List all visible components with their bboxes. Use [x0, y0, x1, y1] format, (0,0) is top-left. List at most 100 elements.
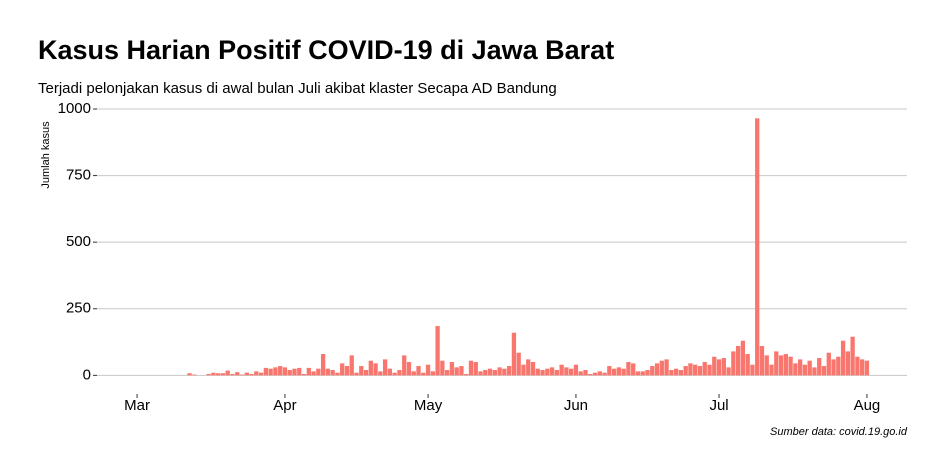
bar [335, 372, 340, 376]
bar [650, 366, 655, 376]
bar [721, 358, 726, 376]
bar [521, 364, 526, 376]
bar [864, 360, 870, 376]
bar [363, 370, 369, 376]
bar [263, 367, 269, 376]
bar [564, 367, 569, 376]
bar [578, 371, 583, 376]
bar [678, 370, 684, 376]
bar [235, 372, 240, 376]
bar [459, 366, 464, 376]
bar [301, 374, 307, 376]
bar [325, 368, 331, 376]
bar [592, 372, 598, 376]
bar [435, 326, 440, 376]
chart-subtitle: Terjadi pelonjakan kasus di awal bulan J… [38, 80, 557, 97]
bar [745, 354, 750, 376]
x-tick-label: Apr [273, 397, 296, 414]
bar [731, 351, 736, 376]
bar [511, 332, 517, 376]
bar [750, 364, 755, 376]
bar [392, 372, 397, 376]
bar [530, 362, 536, 376]
bar [449, 362, 455, 376]
y-tick-label: 250 [66, 300, 91, 317]
x-tick-label: Aug [854, 397, 881, 414]
bar [726, 367, 731, 376]
bar [664, 359, 669, 376]
bar [359, 366, 364, 376]
bar [483, 370, 488, 376]
bar [554, 370, 560, 376]
bar [230, 374, 235, 376]
bar [840, 340, 846, 376]
bar [316, 368, 321, 376]
bar [545, 368, 550, 376]
bar [278, 366, 283, 376]
bar [783, 354, 788, 376]
bar [621, 368, 626, 376]
bar [583, 370, 588, 376]
bar [220, 373, 226, 376]
bar [211, 372, 216, 376]
bar [740, 340, 746, 376]
bar [683, 366, 688, 376]
bar [793, 363, 798, 376]
bar [735, 346, 741, 376]
bar [526, 359, 531, 376]
bar [254, 371, 259, 376]
bar [516, 352, 521, 376]
bar [631, 363, 636, 376]
bar [378, 371, 383, 376]
bar [464, 374, 469, 376]
bar [273, 367, 278, 376]
bar [688, 363, 693, 376]
bar [836, 356, 841, 376]
bar [507, 366, 512, 376]
bar [292, 368, 297, 376]
bar [402, 355, 407, 376]
bar [602, 372, 607, 376]
bar [559, 364, 564, 376]
bar [831, 359, 836, 376]
x-tick-label: Jul [709, 397, 728, 414]
bar [287, 370, 292, 376]
bar [382, 359, 388, 376]
bar [320, 354, 326, 376]
bar [244, 372, 249, 376]
bar [411, 371, 416, 376]
bar [478, 371, 483, 376]
bar [807, 360, 812, 376]
bar [416, 366, 421, 376]
bar [626, 362, 631, 376]
bar [216, 373, 221, 376]
bar [421, 372, 426, 376]
bar [425, 364, 431, 376]
bar [406, 362, 412, 376]
bar [817, 358, 822, 376]
bar [249, 374, 254, 376]
bar [716, 359, 722, 376]
bar [454, 367, 459, 376]
bar [759, 346, 765, 376]
bar [645, 370, 650, 376]
bar [850, 336, 855, 376]
y-tick-label: 1000 [58, 100, 91, 117]
bar [535, 368, 540, 376]
bar [788, 356, 793, 376]
bar [774, 351, 779, 376]
bar [258, 372, 264, 376]
y-tick-label: 750 [66, 167, 91, 184]
bar [697, 366, 703, 376]
bar [354, 372, 359, 376]
bar [540, 370, 545, 376]
bar [573, 364, 579, 376]
bar [487, 368, 493, 376]
bar [282, 367, 288, 376]
bar [368, 360, 373, 376]
bar [702, 362, 707, 376]
bar [239, 374, 245, 376]
bar [764, 355, 769, 376]
caption: Sumber data: covid.19.go.id [770, 426, 908, 438]
bar [769, 364, 774, 376]
